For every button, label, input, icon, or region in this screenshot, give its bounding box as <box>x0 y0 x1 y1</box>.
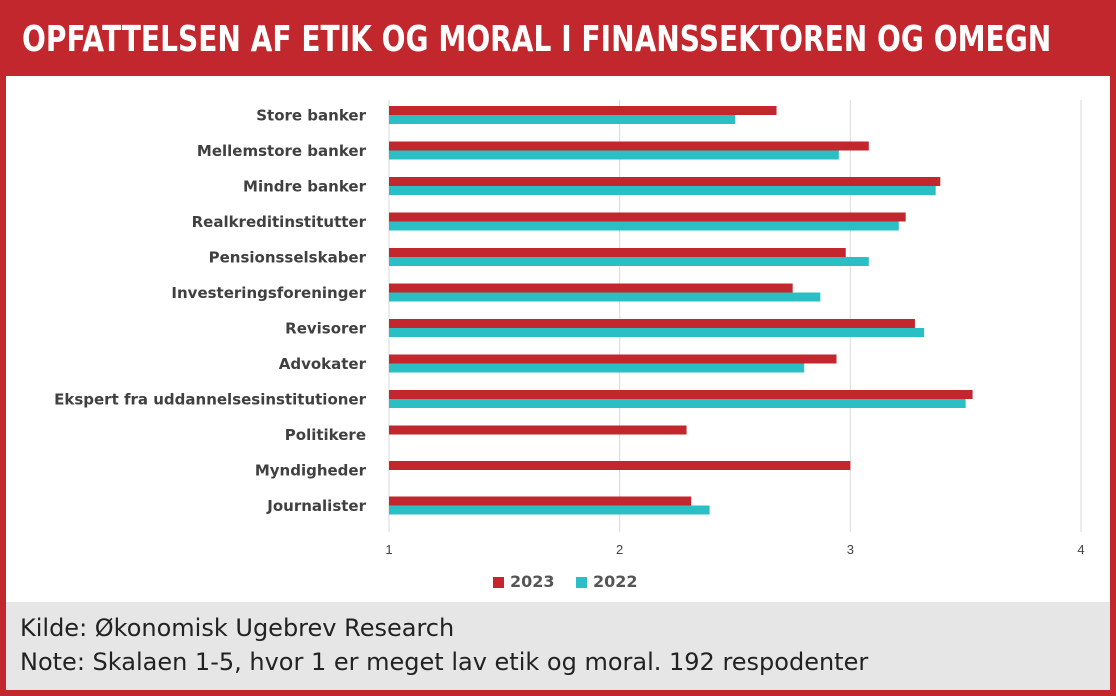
legend-label-2022: 2022 <box>593 572 638 591</box>
source-text: Kilde: Økonomisk Ugebrev Research <box>20 614 455 642</box>
bar-2022 <box>389 505 710 515</box>
category-label: Pensionsselskaber <box>209 249 367 267</box>
bar-2022 <box>389 399 966 408</box>
x-tick-label: 4 <box>1077 542 1084 557</box>
bar-2023 <box>389 354 837 364</box>
category-label: Investeringsforeninger <box>171 284 366 302</box>
bar-2023 <box>389 425 687 435</box>
x-tick-label: 2 <box>616 542 623 557</box>
legend-swatch-2023 <box>493 577 504 588</box>
category-label: Mellemstore banker <box>197 142 367 160</box>
bar-2023 <box>389 390 973 399</box>
bar-2023 <box>389 106 777 115</box>
source-footer: Kilde: Økonomisk Ugebrev Research Note: … <box>6 602 1110 690</box>
bar-2023 <box>389 461 851 470</box>
legend-swatch-2022 <box>576 577 587 588</box>
category-label: Revisorer <box>285 320 366 338</box>
page-title: OPFATTELSEN AF ETIK OG MORAL I FINANSSEK… <box>22 19 1052 60</box>
bar-2022 <box>389 150 839 160</box>
category-label: Journalister <box>266 497 366 515</box>
category-label: Advokater <box>279 355 367 373</box>
bar-2023 <box>389 319 915 328</box>
bar-2022 <box>389 186 936 195</box>
category-label: Myndigheder <box>255 462 367 480</box>
category-label: Realkreditinstitutter <box>192 213 367 231</box>
bar-2023 <box>389 212 906 222</box>
category-label: Mindre banker <box>243 178 367 196</box>
category-label: Ekspert fra uddannelsesinstitutioner <box>54 391 366 409</box>
bar-2022 <box>389 115 735 124</box>
bar-2022 <box>389 363 805 373</box>
legend-label-2023: 2023 <box>510 572 555 591</box>
bar-2022 <box>389 257 869 266</box>
bar-2023 <box>389 283 793 293</box>
bar-2023 <box>389 177 941 186</box>
x-tick-label: 1 <box>385 542 392 557</box>
note-text: Note: Skalaen 1-5, hvor 1 er meget lav e… <box>20 648 869 676</box>
x-tick-label: 3 <box>847 542 854 557</box>
bar-2023 <box>389 141 869 151</box>
bar-2022 <box>389 221 899 231</box>
bar-chart: Store banker Mellemstore banker Mindre ban… <box>54 100 1085 591</box>
category-label: Politikere <box>285 426 366 444</box>
category-label: Store banker <box>256 107 366 125</box>
bar-2022 <box>389 328 925 337</box>
bar-2023 <box>389 248 846 257</box>
title-bar: OPFATTELSEN AF ETIK OG MORAL I FINANSSEK… <box>6 6 1110 76</box>
bar-2022 <box>389 292 821 302</box>
bar-2023 <box>389 496 692 506</box>
